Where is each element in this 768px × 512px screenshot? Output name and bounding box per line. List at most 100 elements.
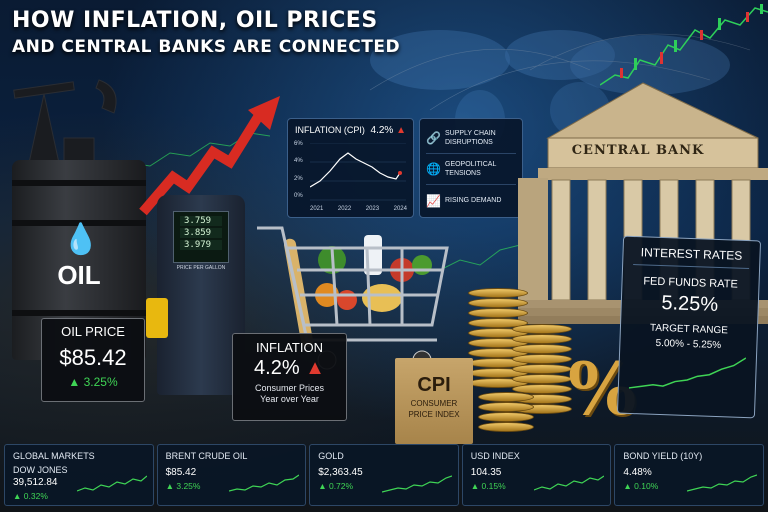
fuel-price-2: 3.859 bbox=[180, 228, 222, 238]
oil-drop-icon: 💧 bbox=[62, 223, 100, 256]
up-arrow-icon: ▲ bbox=[396, 125, 406, 136]
coin bbox=[478, 392, 534, 402]
ticker-change: ▲ 3.25% bbox=[165, 481, 201, 491]
sparkline-chart bbox=[229, 474, 300, 492]
cpi-series-line bbox=[310, 152, 401, 188]
cpi-x-ticks: 2021 2022 2023 2024 bbox=[310, 206, 407, 212]
inflation-sub-2: Year over Year bbox=[260, 394, 319, 404]
sparkline-chart bbox=[686, 474, 757, 492]
link-icon: 🔗 bbox=[426, 131, 441, 145]
ticker-value: 104.35 bbox=[470, 467, 502, 478]
cpi-chart-label: INFLATION (CPI) bbox=[295, 125, 365, 135]
coin bbox=[468, 308, 528, 318]
cpi-y-tick: 4% bbox=[294, 158, 303, 165]
target-range-value: 5.00% - 5.25% bbox=[655, 337, 722, 352]
cpi-x-tick: 2021 bbox=[310, 206, 324, 212]
coin bbox=[512, 354, 572, 364]
ticker-sub: DOW JONES bbox=[13, 465, 68, 475]
interest-rates-label: INTEREST RATES bbox=[633, 245, 750, 270]
oil-price-change: ▲ 3.25% bbox=[68, 375, 118, 389]
coin bbox=[512, 364, 572, 374]
coin bbox=[512, 374, 572, 384]
fuel-pump-caption: PRICE PER GALLON bbox=[176, 265, 226, 271]
inflation-label: INFLATION bbox=[256, 340, 323, 355]
shopping-cart-icon bbox=[257, 226, 449, 370]
page-title: HOW INFLATION, OIL PRICES AND CENTRAL BA… bbox=[12, 8, 400, 60]
inflation-card: INFLATION 4.2% ▲ Consumer Prices Year ov… bbox=[232, 333, 347, 421]
inflation-factors-panel: 🔗 SUPPLY CHAIN DISRUPTIONS 🌐 GEOPOLITICA… bbox=[419, 118, 523, 218]
coin bbox=[512, 324, 572, 334]
factor-item: 📈 RISING DEMAND bbox=[426, 185, 516, 216]
fed-funds-label: FED FUNDS RATE bbox=[643, 275, 738, 291]
title-line-1: HOW INFLATION, OIL PRICES bbox=[12, 8, 378, 33]
barrel-label: OIL bbox=[57, 260, 101, 290]
fuel-price-3: 3.979 bbox=[180, 240, 222, 250]
cpi-y-tick: 0% bbox=[294, 192, 303, 199]
cpi-line-chart bbox=[310, 143, 406, 201]
background-candlestick-chart bbox=[600, 4, 768, 86]
cpi-y-ticks: 6% 4% 2% 0% bbox=[294, 141, 303, 199]
globe-icon: 🌐 bbox=[426, 162, 441, 176]
ticker-item-gold[interactable]: GOLD $2,363.45 ▲ 0.72% bbox=[309, 444, 459, 506]
cpi-bag-title: CPI bbox=[417, 374, 451, 396]
barrel-rib bbox=[12, 220, 146, 226]
factor-text: RISING DEMAND bbox=[445, 197, 502, 204]
cpi-chart-panel: INFLATION (CPI) 4.2% ▲ 6% 4% 2% 0% 2021 … bbox=[287, 118, 414, 218]
cpi-grocery-bag: CPI CONSUMER PRICE INDEX bbox=[395, 358, 473, 444]
inflation-sub-1: Consumer Prices bbox=[254, 383, 325, 393]
coin bbox=[478, 402, 534, 412]
oil-price-label: OIL PRICE bbox=[61, 324, 125, 339]
coin bbox=[478, 422, 534, 432]
bar-chart-icon: 📈 bbox=[426, 193, 441, 208]
fuel-pump-screen: 3.759 3.859 3.979 bbox=[173, 211, 229, 263]
cpi-last-point bbox=[398, 171, 402, 175]
cpi-bag-line-1: CONSUMER bbox=[410, 399, 458, 408]
fuel-price-1: 3.759 bbox=[180, 216, 222, 226]
barrel-rib bbox=[12, 310, 146, 316]
ticker-value: 39,512.84 bbox=[13, 477, 58, 488]
ticker-change: ▲ 0.15% bbox=[470, 481, 506, 491]
ticker-change: ▲ 0.10% bbox=[623, 481, 659, 491]
factor-item: 🌐 GEOPOLITICAL TENSIONS bbox=[426, 154, 516, 185]
coin bbox=[468, 298, 528, 308]
cpi-chart-value: 4.2% bbox=[370, 125, 394, 136]
fuel-pump: 3.759 3.859 3.979 PRICE PER GALLON bbox=[157, 195, 245, 395]
rates-trend-chart bbox=[628, 357, 747, 389]
ticker-item-global-markets[interactable]: GLOBAL MARKETS DOW JONES 39,512.84 ▲ 0.3… bbox=[4, 444, 154, 506]
ticker-name: BOND YIELD (10Y) bbox=[623, 451, 703, 461]
gold-coin-stacks bbox=[468, 288, 573, 443]
cpi-y-tick: 6% bbox=[294, 141, 303, 147]
fed-funds-value: 5.25% bbox=[661, 292, 719, 316]
ticker-item-bond-yield[interactable]: BOND YIELD (10Y) 4.48% ▲ 0.10% bbox=[614, 444, 764, 506]
factor-text: GEOPOLITICAL TENSIONS bbox=[445, 161, 497, 177]
sparkline-chart bbox=[76, 475, 147, 492]
cpi-bag-line-2: PRICE INDEX bbox=[408, 410, 460, 419]
up-arrow-icon: ▲ bbox=[305, 357, 325, 379]
ticker-name: GOLD bbox=[318, 451, 344, 461]
title-line-2: AND CENTRAL BANKS ARE CONNECTED bbox=[12, 37, 401, 57]
ticker-name: USD INDEX bbox=[470, 451, 520, 461]
inflation-value: 4.2% bbox=[254, 357, 300, 379]
oil-price-value: $85.42 bbox=[59, 345, 127, 370]
coin bbox=[512, 334, 572, 344]
ticker-change: ▲ 0.72% bbox=[318, 481, 354, 491]
ticker-name: GLOBAL MARKETS bbox=[13, 451, 95, 461]
oil-price-card: OIL PRICE $85.42 ▲ 3.25% bbox=[41, 318, 145, 402]
market-ticker: GLOBAL MARKETS DOW JONES 39,512.84 ▲ 0.3… bbox=[4, 444, 764, 506]
coin bbox=[512, 344, 572, 354]
cpi-chart-header: INFLATION (CPI) 4.2% ▲ bbox=[295, 125, 406, 136]
ticker-value: 4.48% bbox=[623, 467, 652, 478]
ticker-item-usd-index[interactable]: USD INDEX 104.35 ▲ 0.15% bbox=[461, 444, 612, 506]
coin bbox=[468, 288, 528, 298]
factor-item: 🔗 SUPPLY CHAIN DISRUPTIONS bbox=[426, 123, 516, 154]
cpi-x-tick: 2024 bbox=[393, 206, 407, 212]
cpi-x-tick: 2022 bbox=[337, 206, 352, 212]
barrel-rib bbox=[12, 180, 146, 186]
rising-arrow-icon bbox=[139, 96, 280, 216]
oil-pumpjack-icon bbox=[13, 79, 117, 164]
sparkline-chart bbox=[534, 475, 605, 491]
central-bank-label: CENTRAL BANK bbox=[571, 143, 705, 158]
sparkline-chart bbox=[381, 475, 452, 493]
factor-text: SUPPLY CHAIN DISRUPTIONS bbox=[445, 130, 496, 146]
ticker-item-brent-crude[interactable]: BRENT CRUDE OIL $85.42 ▲ 3.25% bbox=[156, 444, 307, 506]
